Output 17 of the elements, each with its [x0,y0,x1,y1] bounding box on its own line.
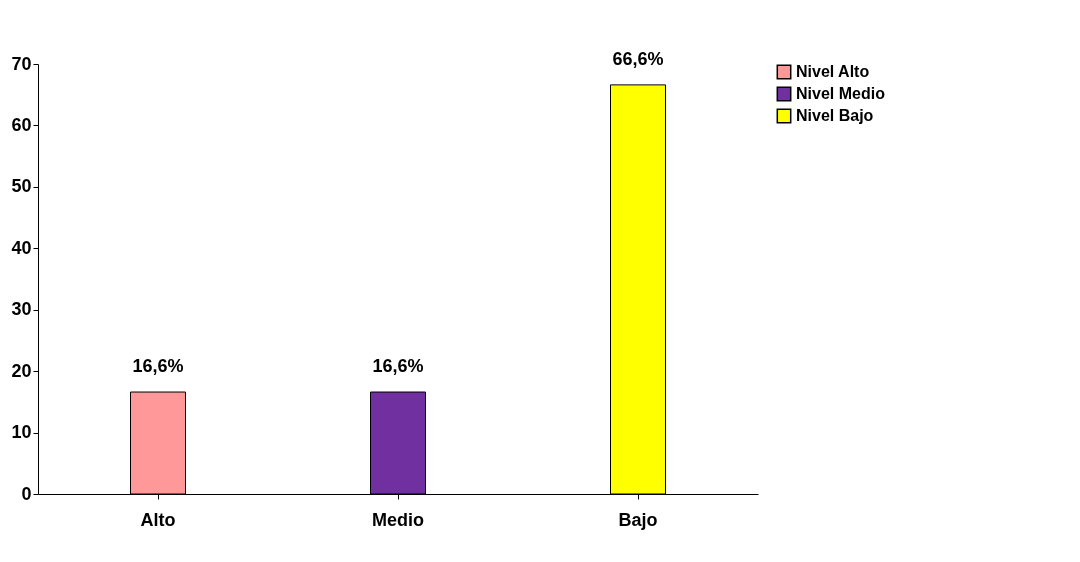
legend-label: Nivel Medio [796,85,886,102]
x-tick-label: Medio [372,509,424,530]
y-tick-label: 0 [21,483,32,504]
legend-label: Nivel Bajo [796,107,874,124]
y-tick-label: 40 [11,237,32,258]
x-tick-label: Alto [140,509,176,530]
y-tick-label: 30 [11,299,32,320]
y-tick-label: 20 [11,360,32,381]
data-label: 16,6% [372,356,424,377]
y-tick-label: 10 [11,422,32,443]
y-tick-label: 60 [11,114,32,135]
y-tick-label: 70 [11,53,32,74]
data-label: 16,6% [132,356,184,377]
x-tick-label: Bajo [618,509,658,530]
data-label: 66,6% [612,48,664,69]
legend-label: Nivel Alto [796,63,870,80]
y-tick-label: 50 [11,176,32,197]
